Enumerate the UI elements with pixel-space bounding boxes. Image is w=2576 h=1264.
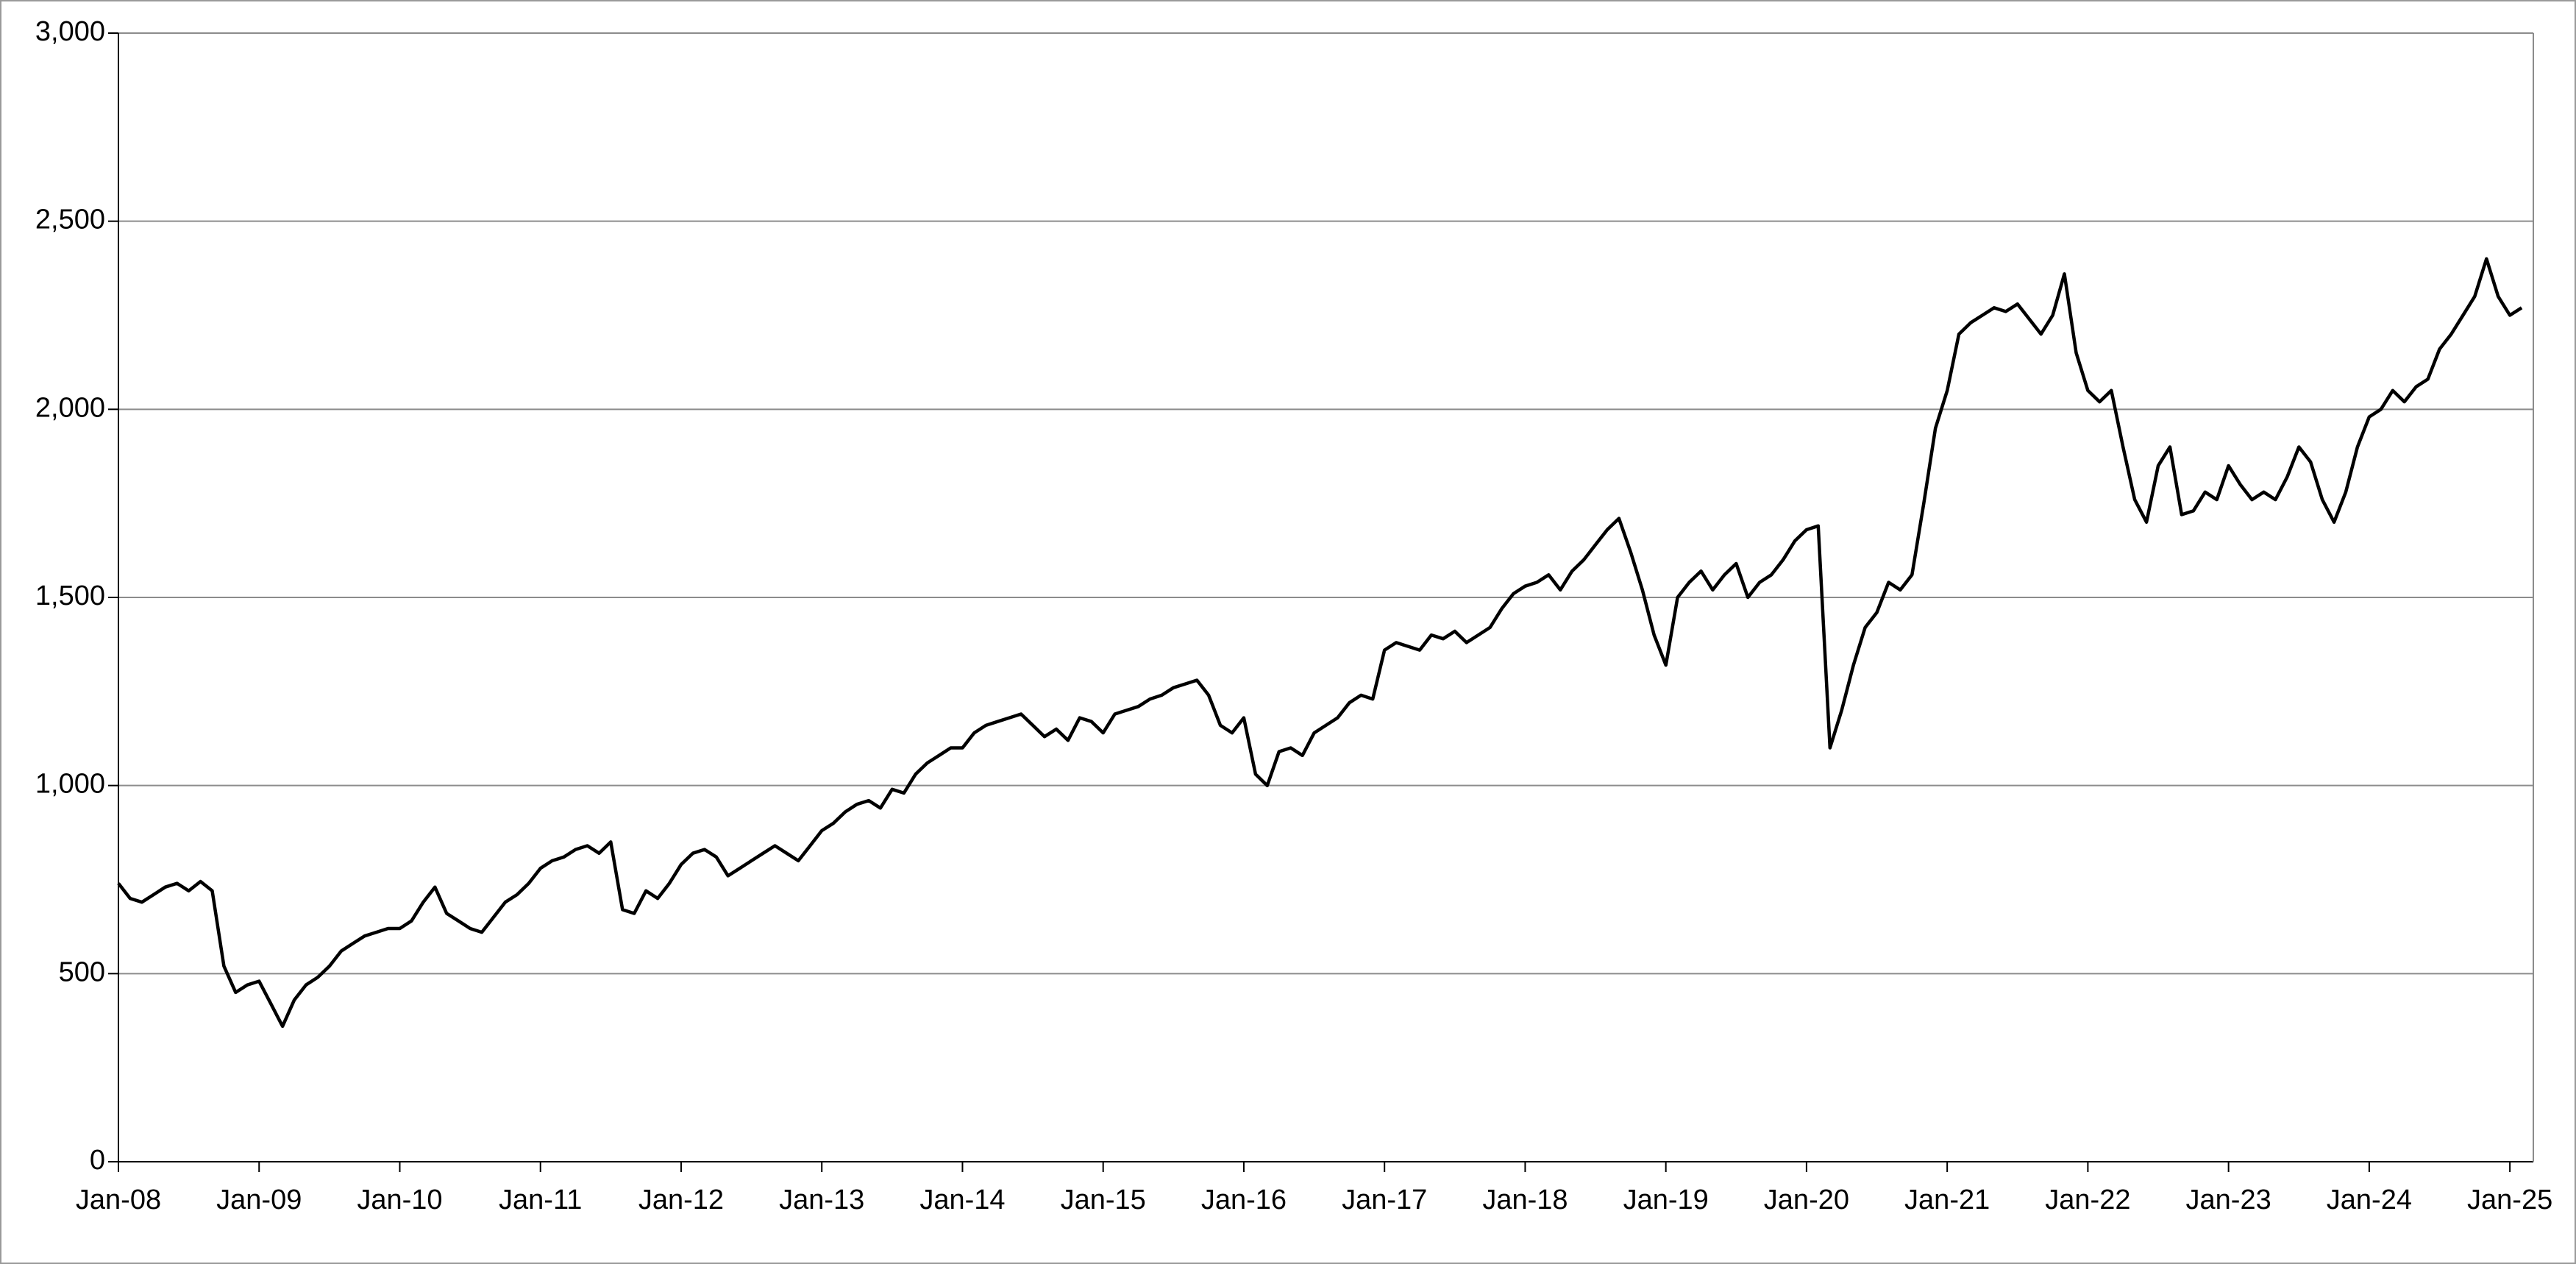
y-tick-label: 2,500 [35,205,105,235]
y-tick-label: 3,000 [35,16,105,47]
y-tick-label: 1,500 [35,580,105,611]
x-tick-label: Jan-19 [1623,1185,1709,1215]
x-tick-label: Jan-10 [357,1185,442,1215]
x-tick-label: Jan-08 [76,1185,161,1215]
x-tick-label: Jan-20 [1764,1185,1849,1215]
data-line [117,257,2523,1029]
y-tick-label: 0 [90,1145,105,1176]
x-tick-label: Jan-13 [779,1185,864,1215]
x-tick-label: Jan-21 [1904,1185,1990,1215]
y-tick-label: 1,000 [35,769,105,800]
x-tick-label: Jan-14 [919,1185,1005,1215]
x-tick-label: Jan-15 [1061,1185,1146,1215]
x-tick-label: Jan-24 [2327,1185,2412,1215]
x-tick-label: Jan-11 [499,1185,582,1215]
x-tick-label: Jan-09 [216,1185,302,1215]
y-tick-label: 2,000 [35,392,105,423]
x-tick-label: Jan-16 [1201,1185,1287,1215]
x-tick-label: Jan-12 [638,1185,724,1215]
x-tick-label: Jan-18 [1482,1185,1568,1215]
x-tick-label: Jan-23 [2186,1185,2271,1215]
x-tick-label: Jan-22 [2045,1185,2130,1215]
x-tick-label: Jan-17 [1342,1185,1427,1215]
y-tick-label: 500 [59,956,105,987]
x-tick-label: Jan-25 [2467,1185,2552,1215]
